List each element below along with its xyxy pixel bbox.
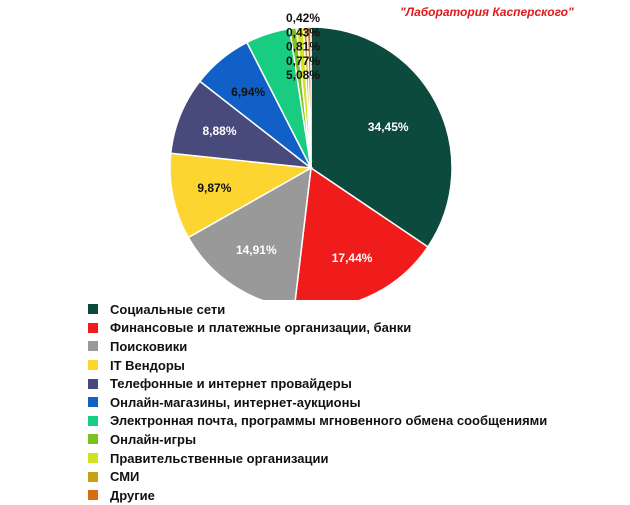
legend-swatch <box>88 471 98 482</box>
legend-swatch <box>88 434 98 445</box>
legend-swatch <box>88 378 98 389</box>
legend-item: Правительственные организации <box>88 449 547 468</box>
legend: Социальные сети Финансовые и платежные ор… <box>88 300 547 505</box>
pie-label-4: 9,87% <box>197 181 231 195</box>
legend-swatch <box>88 453 98 464</box>
pie-slice-11 <box>306 26 312 169</box>
legend-label: Социальные сети <box>110 301 226 317</box>
legend-item: Социальные сети <box>88 300 547 319</box>
legend-swatch <box>88 360 98 371</box>
pie-label-5: 8,88% <box>202 124 236 138</box>
legend-swatch <box>88 341 98 352</box>
pie-label-6: 6,94% <box>231 85 265 99</box>
pie-label-3: 14,91% <box>236 243 277 257</box>
pie-slice-2 <box>294 166 429 300</box>
legend-label: Онлайн-игры <box>110 431 197 447</box>
legend-label: Онлайн-магазины, интернет-аукционы <box>110 394 361 410</box>
pie-label-10: 0,43% <box>286 25 320 39</box>
pie-slice-3 <box>187 166 312 300</box>
legend-swatch <box>88 304 98 315</box>
legend-label: Поисковики <box>110 338 188 354</box>
pie-label-2: 17,44% <box>332 251 373 265</box>
legend-item: Телефонные и интернет провайдеры <box>88 374 547 393</box>
legend-swatch <box>88 490 98 501</box>
legend-swatch <box>88 415 98 426</box>
legend-label: IT Вендоры <box>110 357 185 373</box>
legend-item: IT Вендоры <box>88 356 547 375</box>
pie-label-9: 0,81% <box>286 40 320 54</box>
legend-label: Правительственные организации <box>110 450 329 466</box>
legend-swatch <box>88 322 98 333</box>
legend-item: Финансовые и платежные организации, банк… <box>88 319 547 338</box>
legend-item: Онлайн-игры <box>88 430 547 449</box>
legend-label: СМИ <box>110 469 140 485</box>
legend-item: Другие <box>88 486 547 505</box>
legend-label: Другие <box>110 487 155 503</box>
pie-slices <box>169 26 453 300</box>
watermark-label: "Лаборатория Касперского" <box>400 5 574 19</box>
legend-item: Электронная почта, программы мгновенного… <box>88 412 547 431</box>
legend-item: Онлайн-магазины, интернет-аукционы <box>88 393 547 412</box>
legend-item: СМИ <box>88 467 547 486</box>
pie-label-8: 0,77% <box>286 54 320 68</box>
pie-label-1: 34,45% <box>368 120 409 134</box>
legend-swatch <box>88 397 98 408</box>
pie-slice-4 <box>169 152 314 239</box>
pie-label-11: 0,42% <box>286 11 320 25</box>
pie-label-7: 5,08% <box>286 68 320 82</box>
pie-data-labels: 34,45%17,44%14,91%9,87%8,88%6,94%5,08%0,… <box>197 11 408 265</box>
legend-label: Электронная почта, программы мгновенного… <box>110 413 548 429</box>
legend-item: Поисковики <box>88 337 547 356</box>
pie-chart: 34,45%17,44%14,91%9,87%8,88%6,94%5,08%0,… <box>169 11 453 300</box>
pie-slice-1 <box>310 26 453 248</box>
legend-label: Телефонные и интернет провайдеры <box>110 376 352 392</box>
legend-label: Финансовые и платежные организации, банк… <box>110 320 412 336</box>
